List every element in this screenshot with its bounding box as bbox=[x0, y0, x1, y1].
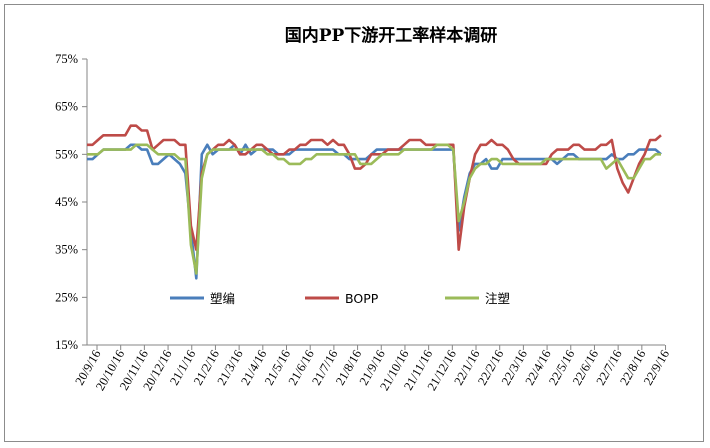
chart-frame: 国内PP下游开工率样本调研 15% 25% 35% 45% 55% 65% 75% 20/9… bbox=[4, 4, 704, 442]
legend-label-2: BOPP bbox=[345, 291, 379, 306]
series-lines bbox=[87, 124, 662, 280]
legend-label-3: 注塑 bbox=[485, 291, 510, 306]
y-tick-label: 75% bbox=[55, 52, 78, 66]
legend-label-1: 塑编 bbox=[210, 291, 235, 306]
y-tick-label: 55% bbox=[55, 147, 78, 161]
legend: 塑编 BOPP 注塑 bbox=[170, 291, 510, 306]
series-line-2 bbox=[87, 124, 662, 251]
y-tick-label: 65% bbox=[55, 100, 78, 114]
y-tick-label: 35% bbox=[55, 243, 78, 257]
y-tick-label: 15% bbox=[55, 338, 78, 352]
y-tick-label: 25% bbox=[55, 290, 78, 304]
y-axis-ticks: 15% 25% 35% 45% 55% 65% 75% bbox=[55, 52, 87, 352]
y-tick-label: 45% bbox=[55, 195, 78, 209]
x-axis-ticks: 20/9/1620/10/1620/11/1620/12/1621/1/1621… bbox=[72, 345, 672, 393]
line-chart: 国内PP下游开工率样本调研 15% 25% 35% 45% 55% 65% 75% 20/9… bbox=[55, 25, 672, 393]
series-line-3 bbox=[87, 143, 661, 275]
series-line-1 bbox=[87, 143, 662, 280]
chart-title: 国内PP下游开工率样本调研 bbox=[285, 25, 498, 46]
